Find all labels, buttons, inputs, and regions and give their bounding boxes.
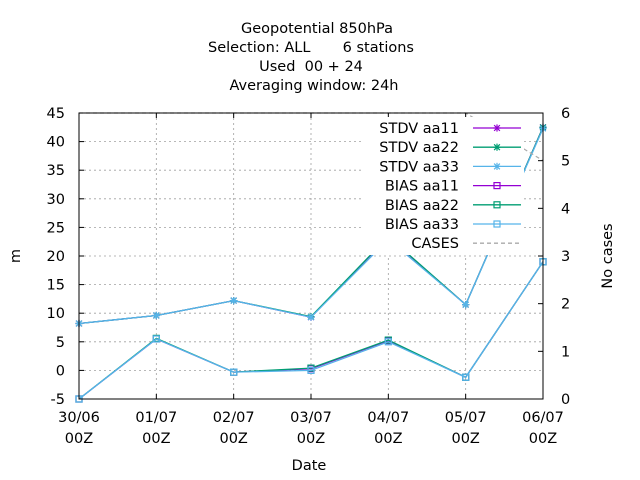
plot-area (75, 112, 547, 403)
series-bias-aa22 (75, 258, 547, 403)
x-tick-label: 00Z (374, 431, 402, 447)
y-tick-label: 30 (47, 192, 65, 208)
y-tick-label: 25 (47, 220, 65, 236)
legend-entry: BIAS aa22 (385, 198, 521, 214)
x-tick-label: 04/07 (367, 410, 409, 426)
legend-entry: CASES (411, 236, 521, 252)
data-point (493, 182, 501, 190)
data-point (493, 162, 501, 170)
data-point (307, 366, 315, 374)
data-point (493, 220, 501, 228)
y2-tick-label: 0 (561, 392, 570, 408)
title-line: Selection: ALL 6 stations (208, 40, 414, 56)
legend-label: BIAS aa11 (385, 179, 459, 195)
y2-tick-label: 3 (561, 249, 570, 265)
title-line: Averaging window: 24h (229, 78, 398, 94)
data-point (152, 335, 160, 343)
legend-entry: STDV aa33 (379, 159, 521, 175)
legend-label: CASES (411, 236, 459, 252)
x-tick-label: 00Z (219, 431, 247, 447)
x-tick-label: 00Z (65, 431, 93, 447)
y-axis-label: m (8, 249, 24, 263)
x-tick-label: 06/07 (522, 410, 564, 426)
data-point (384, 338, 392, 346)
y2-tick-label: 1 (561, 344, 570, 360)
title-line: Used 00 + 24 (259, 59, 363, 75)
data-point (462, 301, 470, 309)
x-tick-label: 00Z (142, 431, 170, 447)
x-axis-label: Date (292, 458, 327, 474)
y-tick-label: 45 (47, 106, 65, 122)
data-point (230, 368, 238, 376)
y2-tick-label: 4 (561, 201, 570, 217)
y-tick-label: 15 (47, 278, 65, 294)
x-tick-label: 01/07 (135, 410, 177, 426)
legend-label: STDV aa33 (379, 159, 459, 175)
x-tick-label: 30/06 (58, 410, 100, 426)
legend-entry: BIAS aa33 (385, 217, 521, 233)
x-tick-label: 00Z (451, 431, 479, 447)
data-point (493, 201, 501, 209)
data-point (493, 124, 501, 132)
legend: STDV aa11 STDV aa22 STDV aa33 BIAS aa11 BIAS… (364, 117, 524, 255)
y2-tick-label: 6 (561, 106, 570, 122)
y-tick-label: 0 (56, 363, 65, 379)
y2-tick-label: 5 (561, 154, 570, 170)
data-point (462, 373, 470, 381)
legend-label: STDV aa22 (379, 140, 459, 156)
x-tick-label: 02/07 (213, 410, 255, 426)
y-tick-label: 10 (47, 306, 65, 322)
data-point (152, 311, 160, 320)
legend-label: STDV aa11 (379, 121, 459, 137)
y2-axis-label: No cases (600, 223, 616, 288)
series-bias-aa33 (75, 258, 547, 403)
legend-label: BIAS aa33 (385, 217, 459, 233)
legend-label: BIAS aa22 (385, 198, 459, 214)
x-tick-label: 00Z (297, 431, 325, 447)
legend-entry: STDV aa11 (379, 121, 521, 137)
y2-tick-label: 2 (561, 297, 570, 313)
y-tick-label: 20 (47, 249, 65, 265)
x-tick-label: 05/07 (445, 410, 487, 426)
title-line: Geopotential 850hPa (241, 21, 393, 37)
data-point (230, 297, 238, 305)
y-tick-label: -5 (51, 392, 65, 408)
x-tick-label: 03/07 (290, 410, 332, 426)
y-tick-label: 35 (47, 163, 65, 179)
y-tick-label: 40 (47, 135, 65, 151)
y-tick-label: 5 (56, 335, 65, 351)
legend-entry: STDV aa22 (379, 140, 521, 156)
chart-title: Geopotential 850hPa Selection: ALL 6 sta… (208, 21, 414, 94)
legend-entry: BIAS aa11 (385, 179, 521, 195)
x-tick-label: 00Z (529, 431, 557, 447)
series-bias-aa11 (75, 258, 547, 403)
series-line (78, 261, 544, 400)
data-point (307, 313, 315, 321)
axes: 30/06 00Z 01/07 00Z 02/07 00Z 03/07 00Z 04/07 00Z… (47, 106, 571, 447)
data-point (493, 143, 501, 151)
